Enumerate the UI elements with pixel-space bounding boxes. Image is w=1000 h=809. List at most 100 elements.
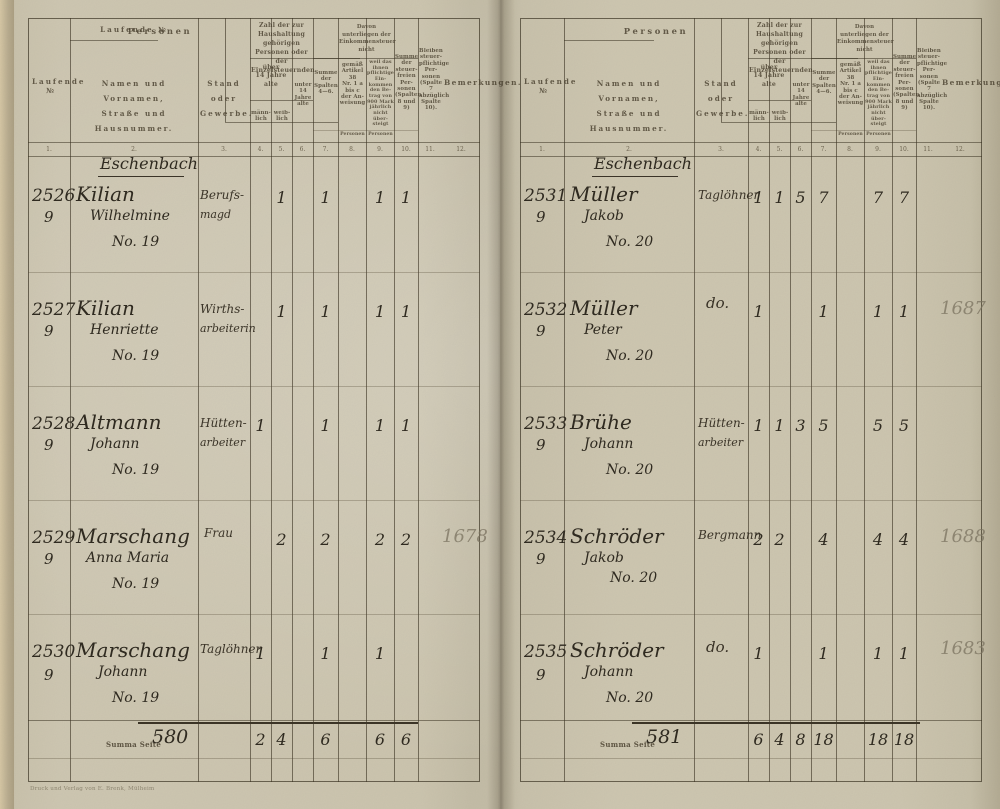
trade-line2: arbeiter (698, 436, 744, 449)
place-underline (98, 176, 184, 177)
row-number: 2533 (524, 414, 568, 434)
house-number: No. 20 (606, 348, 654, 364)
rule-v (250, 18, 251, 782)
colnum-7: 7. (820, 146, 827, 153)
colnum-bottom-rule (520, 156, 982, 157)
house-number: No. 19 (112, 234, 160, 250)
firstname: Jakob (584, 208, 624, 224)
summary-top-rule (28, 720, 480, 721)
ledger-sheet-left: Laufende № Laufende № Personen Namen und… (28, 18, 520, 782)
colnum-3: 3. (221, 146, 227, 153)
cell-col6: 5 (795, 188, 806, 207)
row-separator (28, 272, 480, 273)
header-col9-unit: Personen (368, 132, 393, 137)
house-number: No. 20 (610, 570, 658, 586)
summary-col10: 18 (893, 730, 915, 749)
house-number: No. 20 (606, 234, 654, 250)
rule-v (790, 18, 791, 782)
cell-col10: 2 (400, 530, 412, 549)
book-gutter-shadow (487, 0, 515, 809)
header-persons-group: Personen (127, 26, 193, 36)
colnum-10: 10. (401, 146, 411, 153)
cell-col7: 4 (818, 530, 829, 549)
cell-col5: 1 (276, 302, 287, 321)
firstname: Anna Maria (86, 550, 170, 566)
row-number: 2529 (32, 528, 76, 548)
cell-col10: 7 (898, 188, 910, 207)
header-male: männ- lich (749, 110, 769, 123)
cell-col10: 1 (400, 302, 412, 321)
cell-col5: 1 (276, 188, 287, 207)
house-number: No. 20 (606, 462, 654, 478)
cell-col10: 1 (898, 644, 910, 663)
surname: Kilian (76, 296, 135, 320)
cell-col6: 3 (795, 416, 806, 435)
firstname: Johann (584, 664, 634, 680)
header-persons-group: Personen (623, 26, 689, 36)
cell-remark: 1678 (442, 526, 488, 547)
cell-col7: 5 (818, 416, 829, 435)
cell-col9: 2 (374, 530, 386, 549)
summary-col4: 2 (255, 730, 266, 749)
trade-line1: Frau (204, 526, 233, 540)
header-article38: gemäß Artikel 38 Nr. 1 a bis c der An- w… (837, 62, 864, 107)
cell-col4: 1 (753, 416, 764, 435)
header-col8-unit: Personen (340, 132, 365, 137)
rule-v (394, 18, 395, 782)
surname: Marschang (76, 524, 190, 548)
header-sum46: Summe der Spalten 4—6. (812, 70, 836, 96)
header-col8-unit: Personen (838, 132, 863, 137)
cell-remark: 1683 (940, 638, 986, 659)
cell-col4: 1 (753, 188, 764, 207)
row-number-sub: 9 (536, 666, 546, 684)
trade-line1: Berufs- (200, 188, 245, 202)
rule-v (892, 18, 893, 782)
header-bottom-rule (28, 142, 480, 143)
colnum-5: 5. (278, 146, 285, 153)
cell-col9: 1 (374, 416, 386, 435)
row-number: 2535 (524, 642, 568, 662)
firstname: Peter (584, 322, 622, 338)
row-separator (520, 272, 982, 273)
colnum-2: 2. (131, 146, 137, 153)
colnum-11: 11. (425, 146, 435, 153)
row-number: 2531 (524, 186, 568, 206)
summary-rule (632, 722, 920, 724)
colnum-9: 9. (377, 146, 383, 153)
header-davon-group: Davon unterliegen der Einkommensteuer ni… (837, 24, 894, 53)
cell-col10: 4 (898, 530, 910, 549)
cell-col9: 5 (872, 416, 884, 435)
cell-col9: 1 (374, 644, 386, 663)
cell-col7: 1 (320, 644, 331, 663)
row-separator (520, 500, 982, 501)
header-male: männ- lich (251, 110, 271, 123)
colnum-5: 5. (776, 146, 783, 153)
summary-bottom-rule (28, 758, 480, 759)
place-underline (592, 176, 678, 177)
rule-h (564, 40, 654, 41)
rule-v (748, 18, 749, 782)
surname: Kilian (76, 182, 135, 206)
cell-col10: 1 (400, 416, 412, 435)
header-article38: gemäß Artikel 38 Nr. 1 a bis c der An- w… (339, 62, 366, 107)
header-over14: über 14 Jahre alte (255, 64, 287, 88)
header-remaining: Bleiben steuer- pflichtige Per- sonen (S… (917, 48, 948, 112)
colnum-8: 8. (349, 146, 355, 153)
surname: Müller (570, 182, 638, 206)
surname: Brühe (570, 410, 632, 434)
printer-imprint: Druck und Verlag von E. Brenk, Mülheim (30, 786, 155, 792)
row-separator (520, 386, 982, 387)
row-separator (28, 614, 480, 615)
cell-col9: 7 (872, 188, 884, 207)
header-names-label: Namen und Vornamen, Straße und Hausnumme… (589, 79, 669, 134)
cell-col7: 2 (320, 530, 331, 549)
row-separator (520, 614, 982, 615)
surname: Altmann (76, 410, 162, 434)
rule-v (418, 18, 419, 782)
summary-col9: 6 (374, 730, 386, 749)
firstname: Jakob (584, 550, 624, 566)
trade-line1: Wirths- (200, 302, 245, 316)
firstname: Johann (98, 664, 148, 680)
cell-col7: 1 (818, 644, 829, 663)
header-sum46: Summe der Spalten 4—6. (314, 70, 338, 96)
